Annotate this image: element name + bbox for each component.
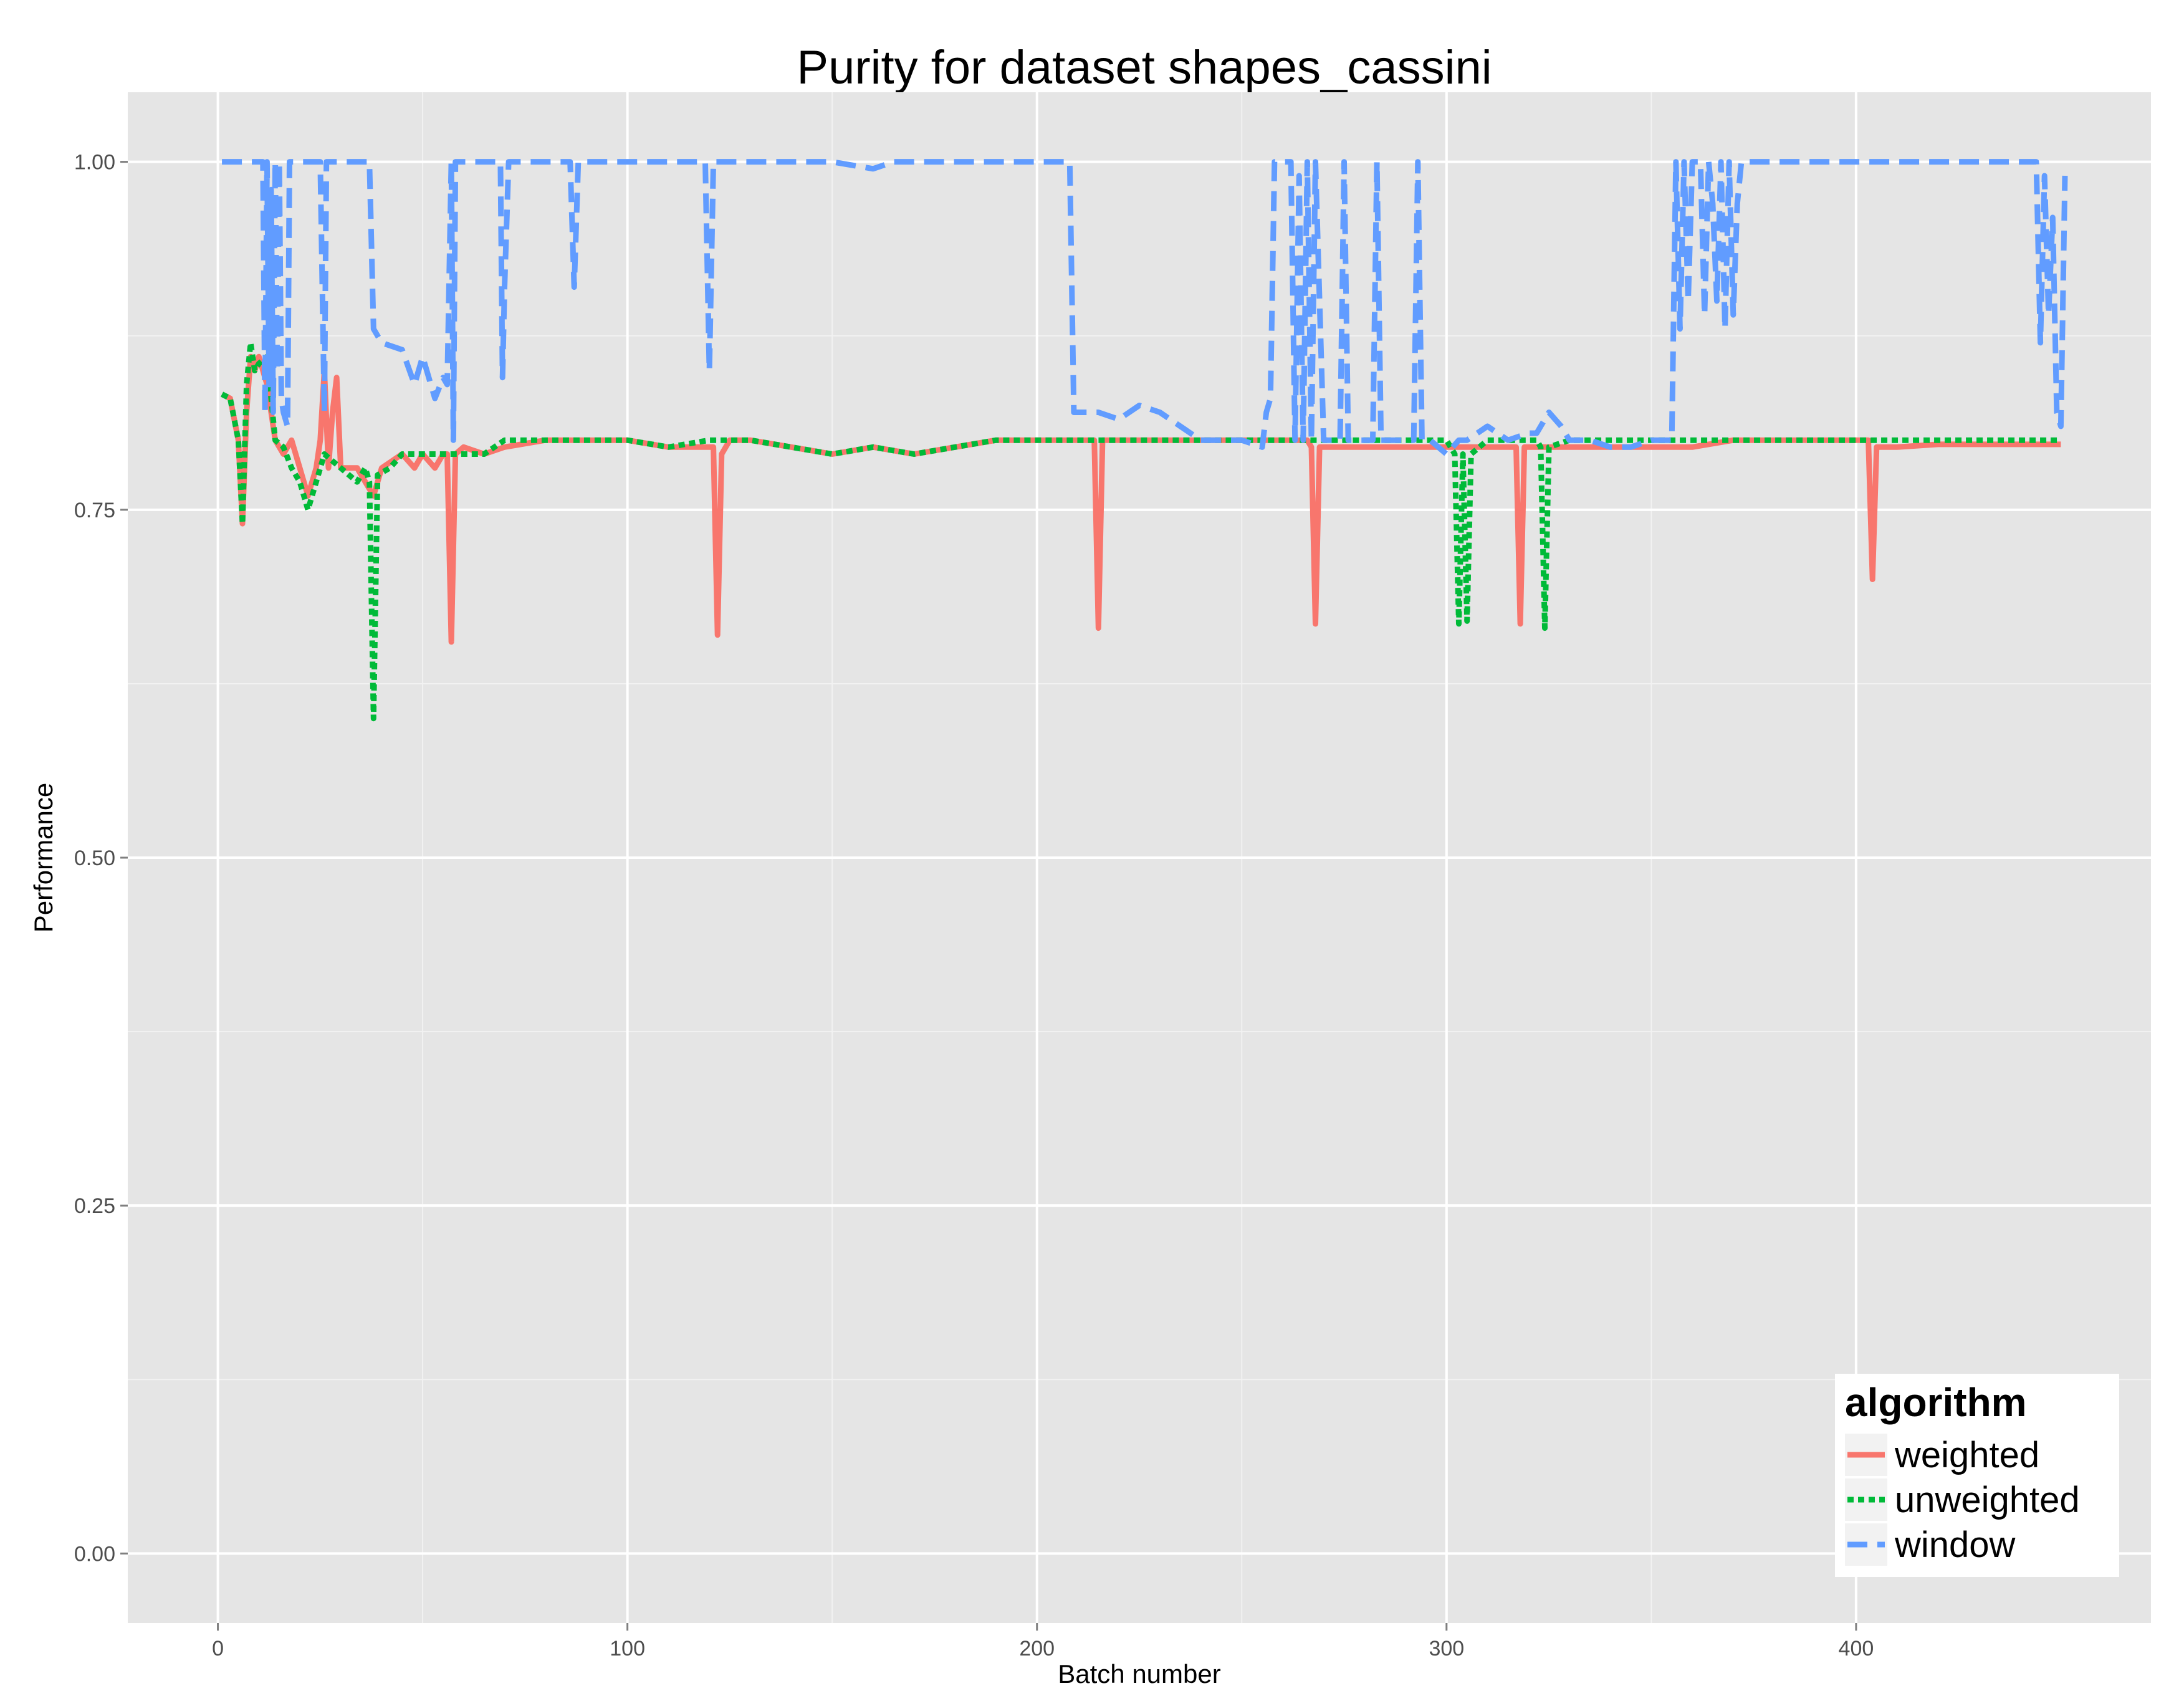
legend-label-window: window — [1894, 1525, 2016, 1565]
legend-title: algorithm — [1845, 1380, 2027, 1425]
y-tick-label: 0.50 — [74, 846, 115, 870]
y-axis-ticks: 0.00 0.25 0.50 0.75 1.00 — [74, 151, 128, 1566]
legend-label-unweighted: unweighted — [1895, 1480, 2080, 1520]
x-tick-label: 0 — [212, 1637, 224, 1660]
x-tick-label: 100 — [610, 1637, 645, 1660]
y-tick-label: 0.25 — [74, 1194, 115, 1218]
legend-label-weighted: weighted — [1894, 1435, 2039, 1475]
x-axis-title: Batch number — [1058, 1659, 1220, 1689]
series-line-window — [222, 159, 2068, 457]
x-tick-label: 200 — [1019, 1637, 1055, 1660]
series-line-unweighted — [221, 340, 2061, 722]
series-lines — [221, 159, 2068, 722]
x-tick-label: 400 — [1839, 1637, 1874, 1660]
x-tick-label: 300 — [1429, 1637, 1464, 1660]
y-axis-title: Performance — [29, 783, 58, 932]
chart-title: Purity for dataset shapes_cassini — [797, 41, 1492, 94]
legend-entries: weighted unweighted window — [1845, 1434, 2080, 1566]
y-tick-label: 0.00 — [74, 1542, 115, 1566]
y-tick-label: 1.00 — [74, 151, 115, 175]
legend: algorithm weighted unweighted window — [1835, 1374, 2119, 1577]
series-line-weighted — [221, 353, 2061, 645]
y-tick-label: 0.75 — [74, 499, 115, 522]
x-axis-ticks: 0 100 200 300 400 — [212, 1623, 1874, 1660]
